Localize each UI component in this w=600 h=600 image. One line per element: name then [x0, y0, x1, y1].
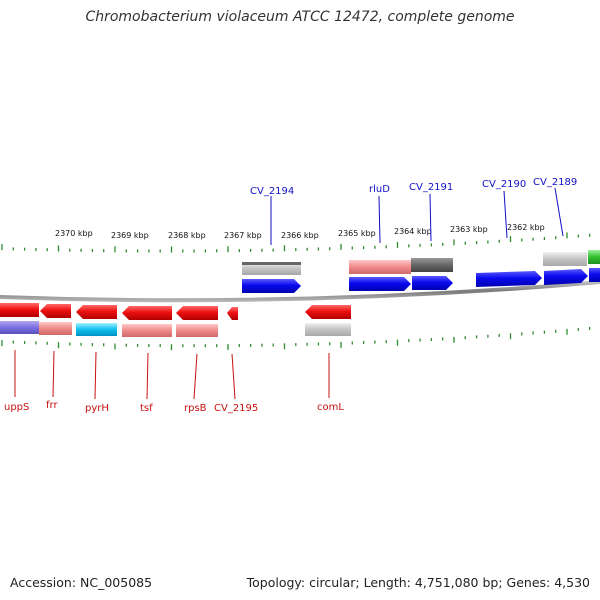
- leader-line: [503, 190, 508, 239]
- gene-label-cv2189[interactable]: CV_2189: [533, 177, 577, 188]
- minus-label-leaders: [14, 350, 330, 400]
- feature-cds[interactable]: [349, 260, 411, 274]
- scale-label: 2363 kbp: [450, 225, 488, 234]
- feature-cds[interactable]: [176, 324, 218, 337]
- feature-cds[interactable]: [76, 323, 117, 336]
- feature-cds[interactable]: [589, 268, 600, 282]
- gene-arrow[interactable]: [122, 306, 172, 320]
- leader-line: [146, 352, 149, 400]
- scale-label: 2370 kbp: [55, 229, 93, 238]
- gene-label-frr[interactable]: frr: [46, 400, 58, 411]
- gene-label-pyrh[interactable]: pyrH: [85, 403, 109, 414]
- gene-label-coml[interactable]: comL: [317, 402, 344, 413]
- scale-label: 2367 kbp: [224, 231, 262, 240]
- leader-line: [378, 195, 381, 244]
- gene-arrow[interactable]: [76, 305, 117, 319]
- gene-arrow[interactable]: [0, 303, 39, 317]
- gene-label-cv2191[interactable]: CV_2191: [409, 182, 453, 193]
- feature-cds[interactable]: [411, 258, 453, 272]
- gene-arrow[interactable]: [349, 277, 411, 291]
- scale-label: 2369 kbp: [111, 231, 149, 240]
- gene-arrow[interactable]: [476, 271, 542, 287]
- leader-line: [94, 351, 97, 400]
- gene-arrow[interactable]: [412, 276, 453, 290]
- leader-line: [429, 193, 432, 242]
- gene-label-rpsb[interactable]: rpsB: [184, 403, 207, 414]
- feature-cds[interactable]: [122, 324, 172, 337]
- gene-arrow[interactable]: [227, 307, 238, 320]
- gene-label-upps[interactable]: uppS: [4, 402, 29, 413]
- plus-label-leaders: [270, 187, 564, 245]
- scale-label: 2364 kbp: [394, 227, 432, 236]
- gene-label-cv2190[interactable]: CV_2190: [482, 179, 526, 190]
- gene-arrow[interactable]: [176, 306, 218, 320]
- scale-label: 2368 kbp: [168, 231, 206, 240]
- gene-label-tsf[interactable]: tsf: [140, 403, 153, 414]
- scale-label: 2365 kbp: [338, 229, 376, 238]
- leader-line: [193, 353, 198, 400]
- genome-title: Chromobacterium violaceum ATCC 12472, co…: [85, 9, 515, 25]
- leader-line: [554, 187, 564, 237]
- gene-label-cv2195[interactable]: CV_2195: [214, 403, 258, 414]
- feature-cds[interactable]: [242, 262, 301, 275]
- scale-ticks-top: [1, 232, 591, 253]
- gene-arrow[interactable]: [305, 305, 351, 319]
- scale-label: 2366 kbp: [281, 231, 319, 240]
- gene-arrow[interactable]: [40, 304, 71, 318]
- leader-line: [52, 350, 55, 398]
- feature-edge: [242, 262, 301, 265]
- genome-summary-text: Topology: circular; Length: 4,751,080 bp…: [246, 575, 590, 590]
- plus-strand-features: [242, 250, 600, 293]
- feature-cds[interactable]: [39, 322, 72, 335]
- feature-cds[interactable]: [0, 321, 39, 334]
- genome-backbone: [0, 280, 600, 303]
- leader-line: [231, 353, 236, 400]
- scale-ticks-bottom: [1, 326, 591, 351]
- accession-text: Accession: NC_005085: [10, 575, 153, 590]
- gene-arrow[interactable]: [544, 269, 588, 285]
- gene-label-rlud[interactable]: rluD: [369, 184, 390, 195]
- gene-arrow[interactable]: [242, 279, 301, 293]
- feature-cds[interactable]: [543, 252, 587, 266]
- gene-label-cv2194[interactable]: CV_2194: [250, 186, 294, 197]
- feature-cds[interactable]: [305, 323, 351, 336]
- scale-label: 2362 kbp: [507, 223, 545, 232]
- minus-strand-features: [0, 303, 351, 337]
- feature-cds[interactable]: [588, 250, 600, 264]
